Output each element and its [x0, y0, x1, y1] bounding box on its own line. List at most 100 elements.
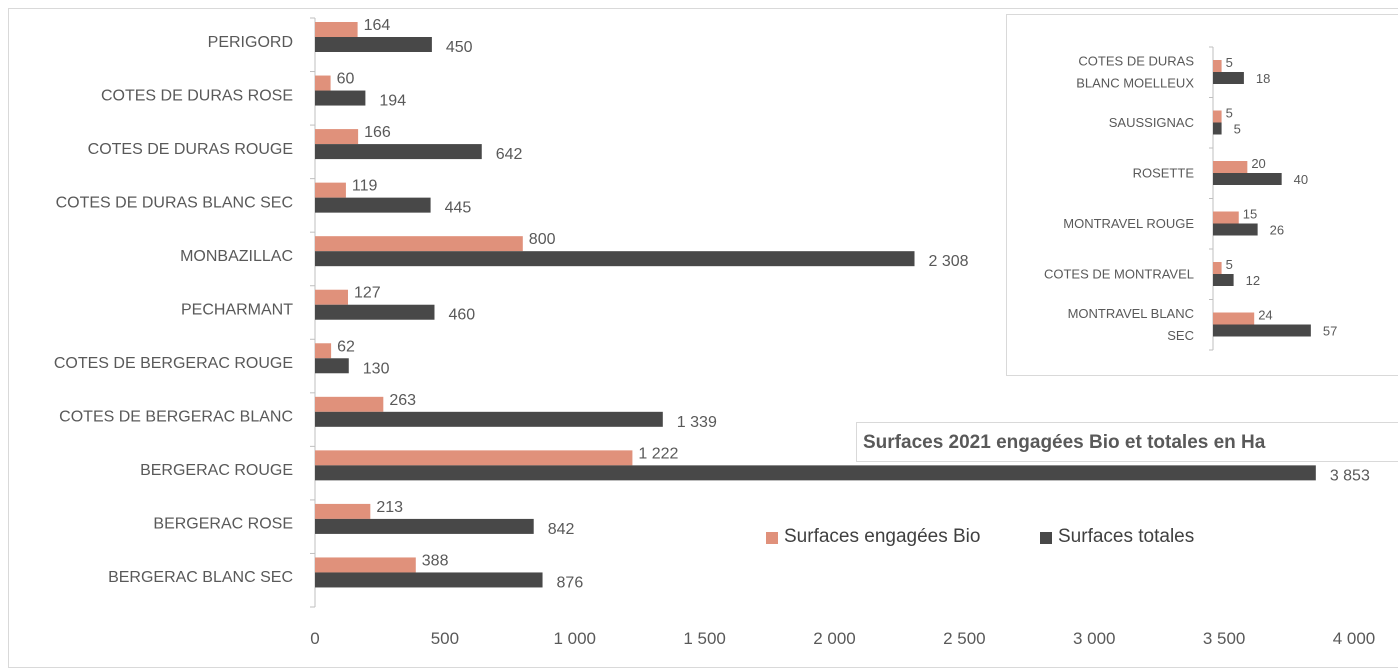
bio-bar-cotes-de-duras-rose	[315, 75, 331, 91]
main-bar-chart: PERIGORD 164 450 COTES DE DURAS ROSE 60 194 CO…	[54, 17, 1376, 648]
bio-bar-cotes-de-bergerac-rouge	[315, 343, 332, 359]
inset-bio-value-label-cotes-de-montravel: 5	[1226, 257, 1233, 272]
inset-total-value-label-saussignac: 5	[1234, 122, 1241, 137]
bio-bar-monbazillac	[315, 236, 523, 252]
inset-category-label-rosette: ROSETTE	[1133, 165, 1195, 180]
legend-swatch-total	[1040, 532, 1052, 544]
inset-bio-bar-saussignac	[1213, 110, 1222, 123]
inset-category-label-line: MONTRAVEL ROUGE	[1063, 216, 1194, 231]
x-tick-label: 0	[310, 629, 319, 648]
chart-title: Surfaces 2021 engagées Bio et totales en…	[863, 432, 1266, 453]
category-label-bergerac-rose: BERGERAC ROSE	[153, 516, 293, 533]
total-bar-cotes-de-duras-rouge	[315, 144, 482, 160]
legend-swatch-bio	[766, 532, 778, 544]
inset-category-label-line: SEC	[1167, 328, 1194, 343]
inset-category-label-line: ROSETTE	[1133, 165, 1195, 180]
inset-total-bar-saussignac	[1213, 122, 1222, 135]
inset-bio-value-label-montravel-rouge: 15	[1243, 207, 1257, 222]
inset-total-value-label-cotes-de-montravel: 12	[1246, 273, 1260, 288]
total-bar-cotes-de-duras-rose	[315, 90, 366, 106]
total-value-label-cotes-de-bergerac-rouge: 130	[363, 360, 390, 377]
total-value-label-cotes-de-duras-rouge: 642	[496, 146, 523, 163]
inset-total-bar-montravel-rouge	[1213, 223, 1258, 236]
bio-value-label-pecharmant: 127	[354, 285, 381, 302]
category-label-cotes-de-bergerac-rouge: COTES DE BERGERAC ROUGE	[54, 355, 293, 372]
inset-category-label-montravel-rouge: MONTRAVEL ROUGE	[1063, 216, 1194, 231]
category-label-monbazillac: MONBAZILLAC	[180, 248, 293, 265]
inset-total-bar-rosette	[1213, 173, 1282, 185]
category-label-cotes-de-duras-rouge: COTES DE DURAS ROUGE	[88, 141, 293, 158]
chart-area: PERIGORD 164 450 COTES DE DURAS ROSE 60 194 CO…	[8, 8, 1398, 668]
bio-value-label-perigord: 164	[364, 17, 391, 34]
bio-bar-cotes-de-duras-blanc-sec	[315, 182, 346, 198]
bio-value-label-bergerac-blanc-sec: 388	[422, 552, 449, 569]
bio-value-label-cotes-de-duras-rose: 60	[337, 71, 355, 88]
x-tick-label: 1 500	[683, 629, 726, 648]
bio-bar-cotes-de-duras-rouge	[315, 129, 359, 145]
x-tick-label: 500	[431, 629, 459, 648]
chart-title-box	[856, 422, 1398, 462]
category-label-bergerac-blanc-sec: BERGERAC BLANC SEC	[108, 569, 293, 586]
total-bar-cotes-de-bergerac-blanc	[315, 411, 663, 427]
total-bar-cotes-de-duras-blanc-sec	[315, 197, 431, 213]
bio-bar-pecharmant	[315, 289, 348, 305]
bio-value-label-cotes-de-bergerac-rouge: 62	[337, 338, 355, 355]
x-tick-label: 2 500	[943, 629, 986, 648]
inset-category-label-cotes-de-duras-blanc-moelleux: COTES DE DURAS BLANC MOELLEUX	[1076, 53, 1194, 90]
inset-category-label-line: MONTRAVEL BLANC	[1068, 306, 1194, 321]
inset-category-label-line: SAUSSIGNAC	[1109, 115, 1194, 130]
bio-value-label-bergerac-rose: 213	[376, 499, 403, 516]
inset-total-bar-cotes-de-duras-blanc-moelleux	[1213, 72, 1244, 84]
total-value-label-cotes-de-duras-rose: 194	[379, 93, 406, 110]
bio-bar-perigord	[315, 22, 358, 37]
bio-value-label-cotes-de-duras-blanc-sec: 119	[352, 178, 378, 195]
category-label-cotes-de-duras-rose: COTES DE DURAS ROSE	[101, 87, 293, 104]
total-value-label-cotes-de-duras-blanc-sec: 445	[445, 200, 472, 217]
inset-total-value-label-montravel-rouge: 26	[1270, 223, 1284, 238]
bio-bar-cotes-de-bergerac-blanc	[315, 396, 384, 412]
inset-total-bar-cotes-de-montravel	[1213, 274, 1234, 286]
total-value-label-perigord: 450	[446, 39, 473, 56]
inset-bio-bar-rosette	[1213, 161, 1248, 173]
inset-category-label-line: COTES DE DURAS	[1078, 53, 1194, 68]
inset-bio-value-label-montravel-blanc-sec: 24	[1258, 308, 1272, 323]
x-tick-label: 4 000	[1333, 629, 1376, 648]
total-bar-cotes-de-bergerac-rouge	[315, 358, 349, 374]
bio-value-label-cotes-de-bergerac-blanc: 263	[389, 392, 416, 409]
inset-bar-chart: COTES DE DURAS BLANC MOELLEUX 5 18 SAUSSIGNA…	[1044, 46, 1337, 351]
inset-category-label-montravel-blanc-sec: MONTRAVEL BLANC SEC	[1068, 306, 1194, 343]
inset-category-label-saussignac: SAUSSIGNAC	[1109, 115, 1194, 130]
inset-bio-bar-cotes-de-montravel	[1213, 262, 1222, 274]
total-bar-bergerac-blanc-sec	[315, 572, 543, 588]
bio-bar-bergerac-blanc-sec	[315, 557, 416, 573]
total-value-label-monbazillac: 2 308	[929, 253, 969, 270]
inset-category-label-line: COTES DE MONTRAVEL	[1044, 266, 1194, 281]
inset-total-bar-montravel-blanc-sec	[1213, 324, 1311, 337]
bio-value-label-bergerac-rouge: 1 222	[638, 445, 678, 462]
inset-bio-value-label-rosette: 20	[1251, 156, 1265, 171]
category-label-cotes-de-duras-blanc-sec: COTES DE DURAS BLANC SEC	[56, 194, 293, 211]
inset-total-value-label-rosette: 40	[1294, 172, 1308, 187]
total-value-label-bergerac-rose: 842	[548, 521, 575, 538]
inset-bio-bar-montravel-rouge	[1213, 211, 1239, 224]
total-value-label-pecharmant: 460	[448, 307, 475, 324]
x-tick-label: 1 000	[553, 629, 596, 648]
total-bar-perigord	[315, 37, 432, 52]
x-tick-label: 3 000	[1073, 629, 1116, 648]
bio-bar-bergerac-rose	[315, 503, 371, 519]
category-label-cotes-de-bergerac-blanc: COTES DE BERGERAC BLANC	[59, 409, 293, 426]
x-tick-label: 3 500	[1203, 629, 1246, 648]
legend-label-bio: Surfaces engagées Bio	[784, 526, 981, 547]
bio-bar-bergerac-rouge	[315, 450, 633, 466]
total-value-label-bergerac-rouge: 3 853	[1330, 467, 1370, 484]
legend-label-total: Surfaces totales	[1058, 526, 1195, 547]
category-label-bergerac-rouge: BERGERAC ROUGE	[140, 462, 293, 479]
total-value-label-bergerac-blanc-sec: 876	[557, 574, 584, 591]
inset-chart-frame	[1006, 14, 1398, 376]
x-tick-label: 2 000	[813, 629, 856, 648]
total-bar-bergerac-rose	[315, 518, 534, 534]
inset-total-value-label-montravel-blanc-sec: 57	[1323, 324, 1337, 339]
bio-value-label-monbazillac: 800	[529, 231, 556, 248]
inset-bio-bar-montravel-blanc-sec	[1213, 312, 1255, 325]
bio-value-label-cotes-de-duras-rouge: 166	[364, 124, 391, 141]
